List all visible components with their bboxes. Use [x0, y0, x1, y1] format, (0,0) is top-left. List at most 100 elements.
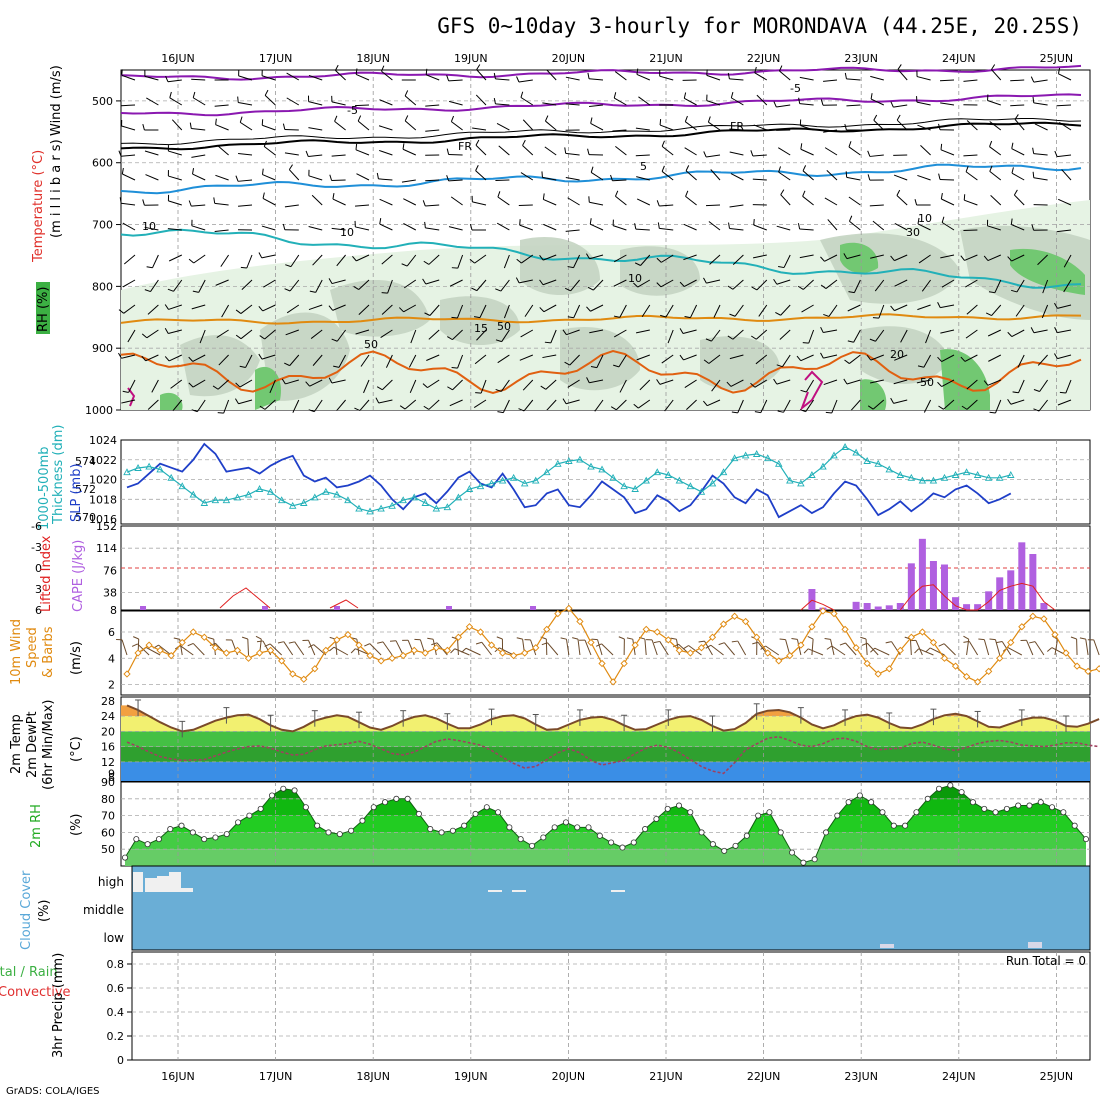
wind-barb — [238, 204, 253, 207]
wind10m-marker — [487, 641, 496, 649]
wind-barb — [496, 222, 510, 231]
wind-barb — [941, 379, 955, 388]
wind-barb-flag — [1033, 389, 1040, 392]
wind-barb-flag — [451, 366, 458, 369]
wind-barb — [523, 399, 534, 412]
wind-barb-flag — [844, 124, 847, 131]
wind10m-barb-flag — [1046, 647, 1053, 652]
wind-barb-flag — [404, 90, 409, 97]
wind10m-marker — [289, 670, 297, 678]
thickness-marker — [344, 496, 352, 504]
wind-barb — [238, 399, 253, 405]
precip-frame — [131, 951, 1091, 1061]
wind-barb — [215, 174, 229, 181]
wind-barb — [943, 399, 955, 410]
precip-panel: 0.8 0.6 0.4 0.2 0 Run Total = 0 — [107, 951, 1091, 1067]
wind-barb — [476, 279, 487, 291]
wind-barb — [684, 147, 697, 156]
wind-barb — [963, 79, 978, 82]
rh2m-tick: 50 — [101, 843, 115, 856]
rh2m-marker — [936, 785, 943, 792]
wind10m-barb-flag — [329, 646, 335, 652]
thickness-marker — [874, 459, 882, 467]
wind-barb — [612, 179, 627, 182]
wind-barb — [940, 149, 955, 156]
wind-barb — [1038, 399, 1048, 412]
contour-label: 50 — [920, 376, 934, 389]
wind-barb — [612, 129, 627, 132]
rh2m-marker — [348, 827, 355, 834]
wind10m-barb-flag — [427, 637, 434, 640]
temp2m-label-3: (6hr Min/Max) — [41, 700, 56, 790]
wind-barb-flag — [542, 193, 545, 200]
wind-barb — [264, 95, 276, 106]
wind-barb — [684, 97, 697, 106]
thickness-marker — [543, 468, 551, 476]
wind-barb — [472, 127, 487, 131]
wind-barb — [705, 204, 721, 207]
wind-barb — [448, 179, 463, 182]
wind10m-barb — [651, 639, 658, 656]
wind-barb — [760, 399, 768, 413]
wind-barb — [800, 125, 814, 131]
wind-barb-flag — [610, 406, 617, 411]
wind-barb — [308, 74, 323, 81]
cape-tick: 76 — [103, 564, 117, 577]
date-label-top: 16JUN — [161, 52, 195, 65]
rh2m-marker — [766, 809, 773, 816]
wind-barb — [192, 97, 206, 106]
upper-pressure-ticks: 500 600 700 800 900 1000 — [85, 95, 121, 417]
contour-label: -5 — [790, 82, 801, 95]
date-label-bottom: 19JUN — [454, 1070, 488, 1083]
wind-barb — [870, 254, 884, 259]
rh2m-marker — [257, 805, 264, 812]
wind-barb — [939, 79, 955, 82]
wind-barb — [128, 379, 136, 393]
temp2m-tick: 12 — [101, 756, 115, 769]
thickness-marker — [145, 462, 153, 470]
wind10m-marker — [830, 609, 838, 618]
thickness-marker — [123, 468, 131, 476]
wind10m-barb — [811, 639, 814, 656]
lifted-index-segment — [899, 582, 1056, 611]
temp-contour-20 — [120, 349, 1082, 394]
rh2m-marker — [201, 836, 208, 843]
wind10m-marker — [300, 675, 308, 683]
wind-barb-flag — [661, 140, 665, 147]
cape-bar — [974, 604, 982, 610]
wind10m-barb-flag — [731, 640, 738, 643]
wind-barb-flag — [424, 312, 431, 316]
date-label-top: 23JUN — [844, 52, 878, 65]
wind-barb — [941, 354, 955, 363]
wind-barb — [473, 399, 487, 408]
wind-barb-flag — [1011, 167, 1014, 174]
wind10m-marker — [222, 649, 231, 657]
wind-barb — [503, 304, 510, 319]
wind-barb — [916, 101, 931, 106]
wind10m-barb — [158, 644, 172, 656]
wind10m-marker — [211, 644, 220, 652]
wind-barb — [918, 254, 931, 264]
rh2m-marker — [958, 789, 965, 796]
wind10m-barb-flag — [308, 644, 314, 648]
wind-barb — [550, 329, 557, 344]
wind-barb-flag — [820, 284, 827, 289]
wind10m-barb — [499, 647, 514, 656]
wind-barb — [612, 225, 627, 231]
contour-label: 10 — [628, 272, 642, 285]
wind-barb — [285, 379, 299, 385]
wind10m-barb — [874, 647, 890, 656]
wind-barb — [217, 145, 229, 156]
wind10m-marker — [521, 649, 529, 657]
rh2m-marker — [246, 812, 253, 819]
cape-bar — [952, 597, 960, 610]
wind-barb-flag — [685, 165, 690, 171]
wind-barb — [310, 329, 323, 339]
wind-barb — [589, 329, 604, 334]
thickness-marker — [885, 465, 894, 473]
wind-barb-flag — [937, 356, 942, 362]
wind10m-marker — [178, 638, 186, 647]
wind-barb-flag — [234, 398, 239, 405]
wind-barb — [358, 279, 370, 290]
wind-barb-flag — [446, 148, 450, 155]
